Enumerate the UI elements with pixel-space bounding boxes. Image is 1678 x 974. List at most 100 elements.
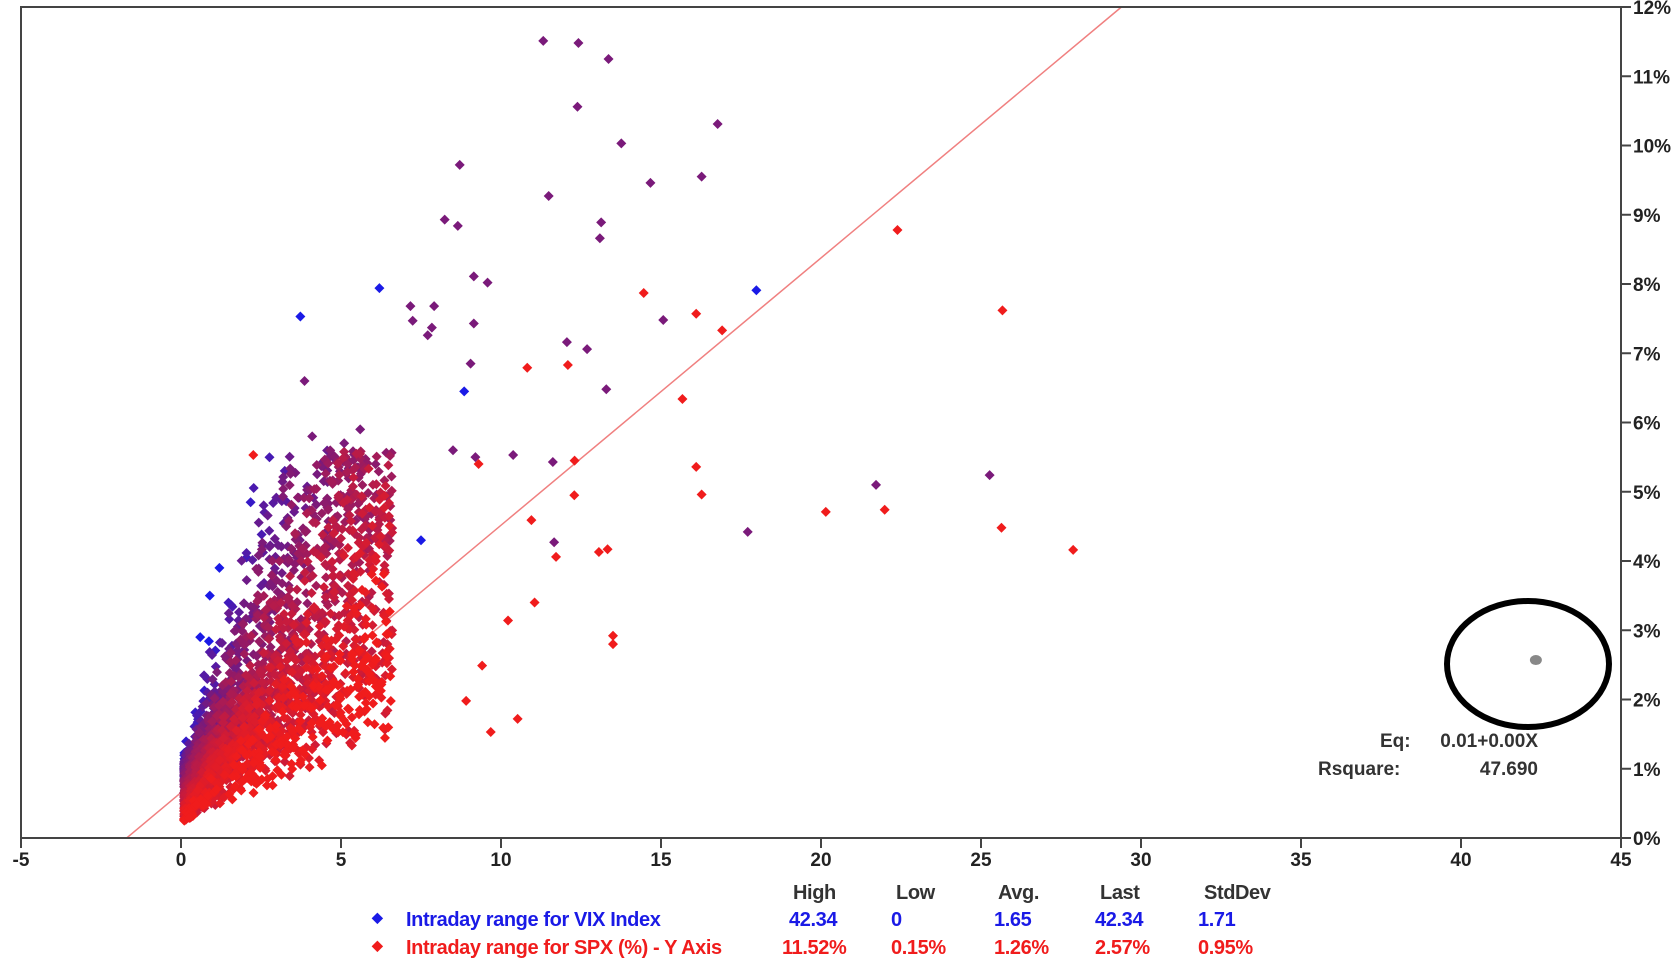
- cluster-point: [247, 768, 258, 779]
- cluster-point: [356, 491, 367, 502]
- scatter-point: [562, 360, 573, 371]
- scatter-point: [459, 386, 470, 397]
- cluster-point: [285, 571, 296, 582]
- x-tick-label: 10: [490, 850, 511, 871]
- cluster-point: [338, 497, 349, 508]
- y-tick-label: 11%: [1633, 67, 1670, 88]
- scatter-point: [569, 455, 580, 466]
- cluster-point: [307, 744, 318, 755]
- cluster-point: [230, 655, 241, 666]
- cluster-point: [351, 634, 362, 645]
- cluster-point: [337, 453, 348, 464]
- cluster-point: [368, 698, 379, 709]
- cluster-point: [361, 619, 372, 630]
- cluster-point: [274, 617, 285, 628]
- cluster-point: [311, 671, 322, 682]
- cluster-point: [284, 554, 295, 565]
- scatter-point: [658, 315, 669, 326]
- cluster-point: [256, 529, 267, 540]
- cluster-point: [264, 685, 275, 696]
- rsquare-label: Rsquare:: [1318, 759, 1401, 780]
- cluster-point: [279, 608, 290, 619]
- cluster-point: [311, 499, 322, 510]
- cluster-point: [295, 755, 306, 766]
- cluster-point: [325, 445, 336, 456]
- scatter-point: [468, 318, 479, 329]
- cluster-point: [258, 612, 269, 623]
- x-tick-label: 35: [1290, 850, 1312, 871]
- cluster-point: [381, 588, 392, 599]
- cluster-point: [329, 580, 340, 591]
- vix-last: 42.34: [1095, 909, 1144, 931]
- y-tick-label: 4%: [1633, 552, 1661, 573]
- cluster-point: [231, 725, 242, 736]
- cluster-point: [316, 552, 327, 563]
- scatter-point: [594, 233, 605, 244]
- cluster-point: [239, 774, 250, 785]
- x-tick-label: 0: [176, 850, 187, 871]
- y-tick-label: 0%: [1633, 829, 1661, 850]
- stats-header-last: Last: [1100, 882, 1140, 904]
- cluster-point: [298, 691, 309, 702]
- cluster-point: [239, 649, 250, 660]
- spx-avg: 1.26%: [994, 937, 1049, 959]
- cluster-point: [287, 667, 298, 678]
- cluster-point: [248, 787, 259, 798]
- last-point: [1529, 655, 1542, 666]
- scatter-point: [696, 489, 707, 500]
- cluster-point: [249, 601, 260, 612]
- cluster-point: [317, 529, 328, 540]
- cluster-point: [357, 584, 368, 595]
- cluster-point: [258, 648, 269, 659]
- cluster-point: [245, 497, 256, 508]
- scatter-point: [712, 119, 723, 130]
- scatter-point: [573, 38, 584, 49]
- cluster-point: [286, 499, 297, 510]
- y-tick-label: 9%: [1633, 206, 1661, 227]
- cluster-point: [379, 560, 390, 571]
- stats-header-stddev: StdDev: [1204, 882, 1271, 904]
- cluster-point: [359, 656, 370, 667]
- cluster-point: [290, 528, 301, 539]
- cluster-point: [302, 609, 313, 620]
- cluster-point: [322, 600, 333, 611]
- cluster-point: [212, 667, 223, 678]
- scatter-point: [405, 301, 416, 312]
- cluster-point: [370, 575, 381, 586]
- cluster-point: [357, 508, 368, 519]
- cluster-point: [349, 585, 360, 596]
- y-tick-label: 6%: [1633, 414, 1661, 435]
- cluster-point: [329, 592, 340, 603]
- cluster-point: [253, 566, 264, 577]
- cluster-point: [350, 733, 361, 744]
- cluster-point: [307, 731, 318, 742]
- scatter-point: [1068, 544, 1079, 555]
- cluster-point: [367, 520, 378, 531]
- cluster-point: [345, 516, 356, 527]
- cluster-point: [386, 664, 397, 675]
- cluster-point: [240, 670, 251, 681]
- cluster-point: [231, 751, 242, 762]
- cluster-point: [353, 679, 364, 690]
- cluster-point: [354, 691, 365, 702]
- cluster-point: [311, 580, 322, 591]
- scatter-point: [374, 283, 385, 294]
- scatter-point: [485, 727, 496, 738]
- cluster-point: [253, 517, 264, 528]
- cluster-point: [384, 606, 395, 617]
- equation-value: 0.01+0.00X: [1440, 731, 1538, 752]
- cluster-point: [342, 459, 353, 470]
- cluster-point: [327, 564, 338, 575]
- cluster-point: [339, 621, 350, 632]
- cluster-point: [275, 739, 286, 750]
- cluster-point: [277, 706, 288, 717]
- cluster-point: [371, 479, 382, 490]
- cluster-point: [338, 641, 349, 652]
- cluster-point: [321, 684, 332, 695]
- cluster-point: [301, 637, 312, 648]
- cluster-point: [278, 471, 289, 482]
- cluster-point: [360, 697, 371, 708]
- cluster-point: [229, 714, 240, 725]
- cluster-point: [357, 479, 368, 490]
- cluster-point: [272, 765, 283, 776]
